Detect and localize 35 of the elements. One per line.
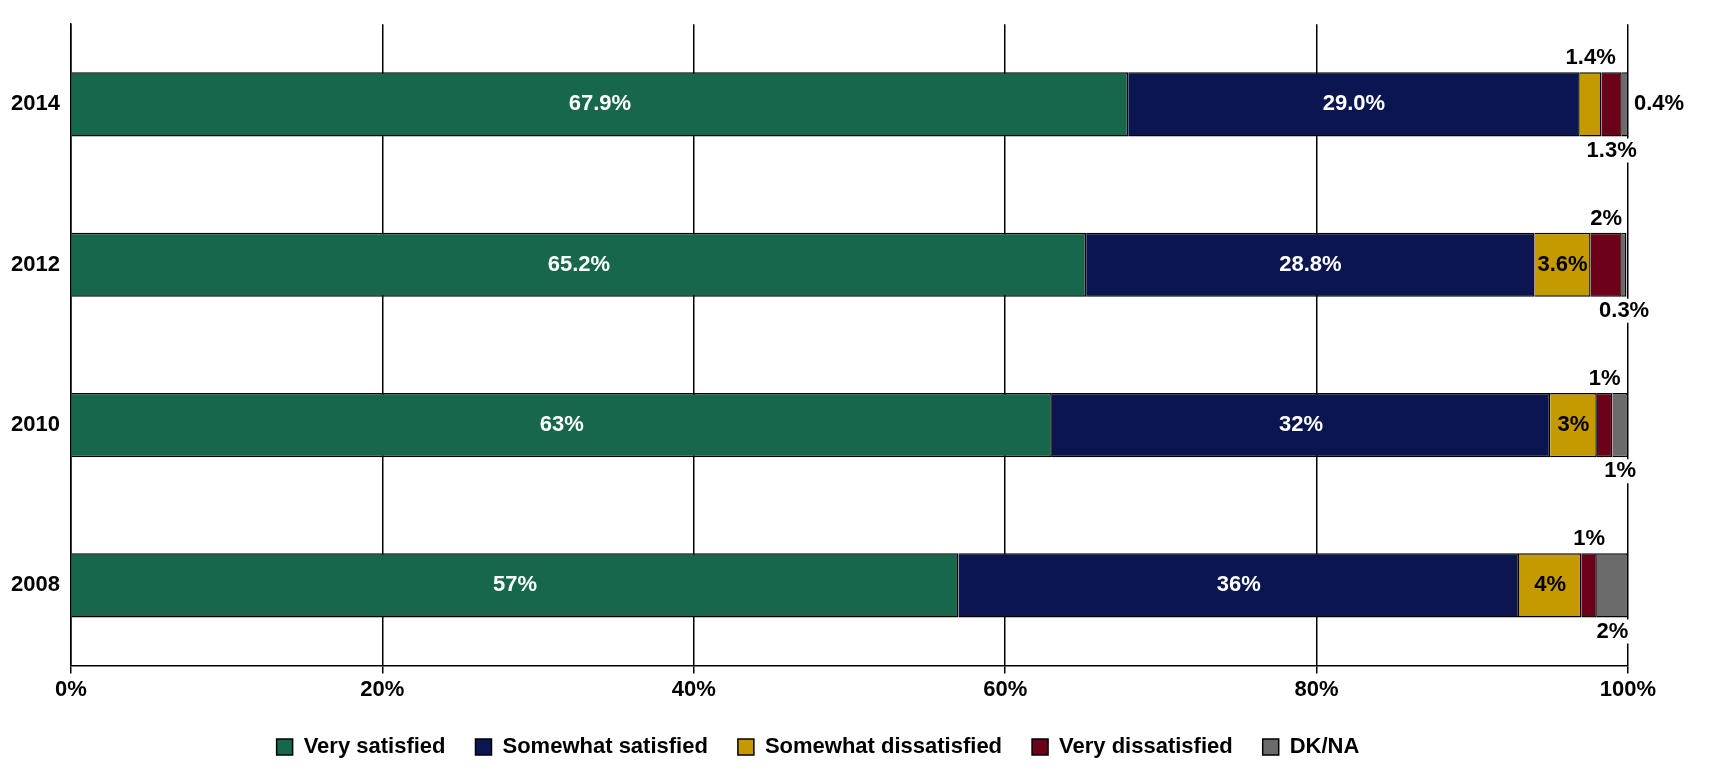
data-label: 1.3% [1586, 136, 1637, 162]
data-label: 28.8% [1279, 250, 1342, 276]
y-tick-label: 2010 [10, 411, 60, 437]
data-label: 36% [1216, 571, 1261, 597]
data-label: 4% [1534, 571, 1567, 597]
data-label: 0.4% [1634, 90, 1685, 116]
legend-label: Somewhat satisfied [502, 733, 708, 759]
data-label: 2% [1590, 204, 1623, 230]
x-tick-label: 60% [983, 675, 1028, 701]
x-tick-label: 100% [1599, 675, 1657, 701]
data-label: 63% [539, 411, 584, 437]
x-tick-label: 0% [55, 675, 87, 701]
y-tick-label: 2012 [10, 250, 60, 276]
data-label: 57% [493, 571, 538, 597]
data-label: 3% [1557, 411, 1590, 437]
legend-label: DK/NA [1289, 733, 1360, 759]
data-label: 29.0% [1322, 90, 1386, 116]
x-tick-label: 40% [671, 675, 716, 701]
data-label: 1% [1573, 525, 1605, 551]
legend-label: Very satisfied [303, 733, 446, 759]
data-label: 67.9% [568, 90, 632, 116]
data-label: 3.6% [1537, 250, 1588, 276]
x-tick-label: 80% [1294, 675, 1339, 701]
data-label: 0.3% [1599, 296, 1650, 322]
data-label: 65.2% [547, 250, 611, 276]
data-label: 2% [1596, 617, 1629, 643]
y-tick-label: 2008 [10, 571, 60, 597]
data-label: 32% [1278, 411, 1324, 437]
legend-label: Very dissatisfied [1059, 733, 1233, 759]
data-label: 1.4% [1565, 44, 1616, 70]
data-label: 1% [1604, 457, 1637, 483]
y-tick-label: 2014 [10, 90, 61, 116]
data-label: 1% [1588, 365, 1621, 391]
legend-label: Somewhat dissatisfied [764, 733, 1003, 759]
x-tick-label: 20% [360, 675, 405, 701]
